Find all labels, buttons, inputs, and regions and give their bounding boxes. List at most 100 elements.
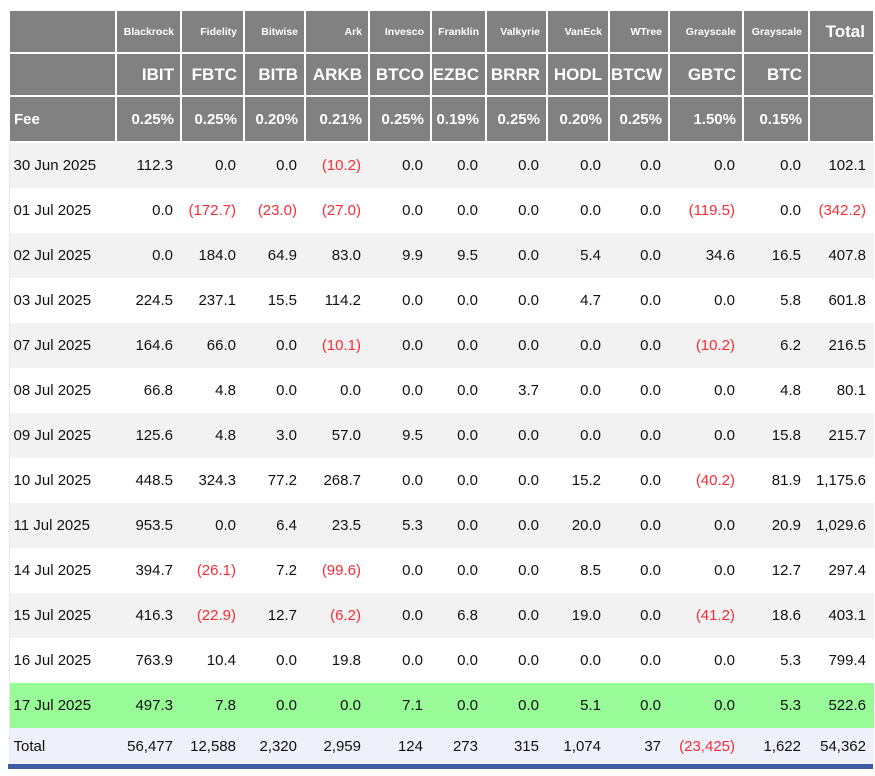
fee-arkb: 0.21% bbox=[304, 95, 370, 143]
value-cell: 0.0 bbox=[669, 683, 743, 728]
value-cell: 5.8 bbox=[780, 292, 801, 309]
value-cell: 0.0 bbox=[640, 292, 661, 309]
value-cell: 0.0 bbox=[518, 562, 539, 579]
value-cell: 77.2 bbox=[267, 472, 297, 489]
value-cell: 0.0 bbox=[714, 652, 735, 669]
fee-btc: 0.15% bbox=[742, 95, 810, 143]
value-cell: 0.0 bbox=[640, 382, 661, 399]
value-cell: 7.2 bbox=[276, 562, 297, 579]
total-value-cell: 54,362 bbox=[809, 728, 874, 764]
value-cell: 0.0 bbox=[457, 202, 478, 219]
value-cell: (99.6) bbox=[321, 562, 361, 579]
value-cell: 0.0 bbox=[640, 337, 661, 354]
value-cell: (41.2) bbox=[695, 607, 735, 624]
value-cell: 0.0 bbox=[640, 472, 661, 489]
value-cell: 0.0 bbox=[518, 292, 539, 309]
fee-btcw: 0.25% bbox=[608, 95, 670, 143]
date-cell: 17 Jul 2025 bbox=[8, 683, 116, 728]
row-total-cell: 1,175.6 bbox=[815, 472, 866, 489]
total-column-spacer bbox=[808, 95, 875, 143]
value-cell: 0.0 bbox=[609, 683, 669, 728]
value-cell: 3.7 bbox=[518, 382, 539, 399]
fee-btco: 0.25% bbox=[368, 95, 432, 143]
value-cell: 66.0 bbox=[206, 337, 236, 354]
provider-header-ibit: Blackrock bbox=[115, 9, 182, 54]
value-cell: 394.7 bbox=[135, 562, 173, 579]
value-cell: 0.0 bbox=[276, 337, 297, 354]
next-section-top-bar bbox=[8, 764, 873, 769]
row-total-cell: 215.7 bbox=[828, 427, 866, 444]
value-cell: 5.4 bbox=[580, 247, 601, 264]
value-cell: 0.0 bbox=[152, 202, 173, 219]
row-total-cell: 216.5 bbox=[828, 337, 866, 354]
value-cell: 0.0 bbox=[518, 427, 539, 444]
fee-header-row: Fee 0.25% 0.25% 0.20% 0.21% 0.25% 0.19% 0.25% 0.… bbox=[8, 95, 875, 143]
value-cell: 10.4 bbox=[206, 652, 236, 669]
fee-hodl: 0.20% bbox=[546, 95, 610, 143]
value-cell: 0.0 bbox=[580, 382, 601, 399]
total-value-cell: 315 bbox=[486, 728, 547, 764]
fee-brrr: 0.25% bbox=[485, 95, 548, 143]
corner-cell bbox=[8, 9, 117, 54]
total-value-cell: 12,588 bbox=[181, 728, 244, 764]
ticker-header-btco: BTCO bbox=[368, 52, 432, 97]
value-cell: 4.8 bbox=[780, 382, 801, 399]
provider-header-gbtc: Grayscale bbox=[668, 9, 744, 54]
value-cell: 6.2 bbox=[780, 337, 801, 354]
value-cell: 0.0 bbox=[402, 472, 423, 489]
value-cell: 0.0 bbox=[402, 562, 423, 579]
value-cell: 0.0 bbox=[580, 202, 601, 219]
value-cell: 3.0 bbox=[276, 427, 297, 444]
table-header: Blackrock Fidelity Bitwise Ark Invesco Frankl… bbox=[8, 9, 875, 143]
ticker-header-btcw: BTCW bbox=[608, 52, 670, 97]
date-cell: 15 Jul 2025 bbox=[8, 593, 116, 638]
value-cell: 0.0 bbox=[402, 607, 423, 624]
ticker-header-row: IBIT FBTC BITB ARKB BTCO EZBC BRRR HODL BTCW GBTC… bbox=[8, 52, 875, 97]
date-cell: 10 Jul 2025 bbox=[8, 458, 116, 503]
value-cell: 0.0 bbox=[402, 382, 423, 399]
flow-row: 14 Jul 2025 394.7 (26.1) 7.2 (99.6) 0.0 0.0 0.0… bbox=[8, 548, 874, 593]
date-cell: 11 Jul 2025 bbox=[8, 503, 116, 548]
flow-row: 17 Jul 2025 497.3 7.8 0.0 0.0 7.1 0.0 0.0 5.1 0.0… bbox=[8, 683, 874, 728]
row-total-cell: 403.1 bbox=[828, 607, 866, 624]
value-cell: 15.5 bbox=[267, 292, 297, 309]
flow-row: 11 Jul 2025 953.5 0.0 6.4 23.5 5.3 0.0 0.0 20.0 0… bbox=[8, 503, 874, 548]
date-cell: 02 Jul 2025 bbox=[8, 233, 116, 278]
value-cell: (119.5) bbox=[688, 202, 735, 219]
value-cell: 81.9 bbox=[771, 472, 801, 489]
value-cell: 0.0 bbox=[431, 683, 486, 728]
row-total-cell: 522.6 bbox=[809, 683, 874, 728]
value-cell: 953.5 bbox=[135, 517, 173, 534]
row-total-cell: 407.8 bbox=[828, 247, 866, 264]
value-cell: 0.0 bbox=[457, 427, 478, 444]
value-cell: 184.0 bbox=[198, 247, 236, 264]
value-cell: 0.0 bbox=[486, 683, 547, 728]
value-cell: (22.9) bbox=[196, 607, 236, 624]
value-cell: 0.0 bbox=[714, 382, 735, 399]
value-cell: 0.0 bbox=[402, 337, 423, 354]
fee-bitb: 0.20% bbox=[243, 95, 306, 143]
value-cell: 8.5 bbox=[580, 562, 601, 579]
value-cell: 125.6 bbox=[135, 427, 173, 444]
value-cell: 0.0 bbox=[580, 337, 601, 354]
value-cell: 224.5 bbox=[135, 292, 173, 309]
value-cell: 64.9 bbox=[267, 247, 297, 264]
value-cell: (40.2) bbox=[695, 472, 735, 489]
value-cell: 0.0 bbox=[457, 652, 478, 669]
value-cell: 20.9 bbox=[771, 517, 801, 534]
date-cell: 09 Jul 2025 bbox=[8, 413, 116, 458]
flow-row: 10 Jul 2025 448.5 324.3 77.2 268.7 0.0 0.0 0.0 1… bbox=[8, 458, 874, 503]
value-cell: 416.3 bbox=[135, 607, 173, 624]
ticker-header-btc: BTC bbox=[742, 52, 810, 97]
value-cell: 0.0 bbox=[457, 337, 478, 354]
value-cell: 0.0 bbox=[640, 652, 661, 669]
row-total-cell: 601.8 bbox=[828, 292, 866, 309]
value-cell: 0.0 bbox=[518, 652, 539, 669]
total-value-cell: 124 bbox=[369, 728, 431, 764]
value-cell: 6.8 bbox=[457, 607, 478, 624]
corner-cell bbox=[8, 52, 117, 97]
value-cell: 66.8 bbox=[143, 382, 173, 399]
value-cell: 237.1 bbox=[198, 292, 236, 309]
total-value-cell: 2,959 bbox=[305, 728, 369, 764]
value-cell: 0.0 bbox=[276, 157, 297, 174]
